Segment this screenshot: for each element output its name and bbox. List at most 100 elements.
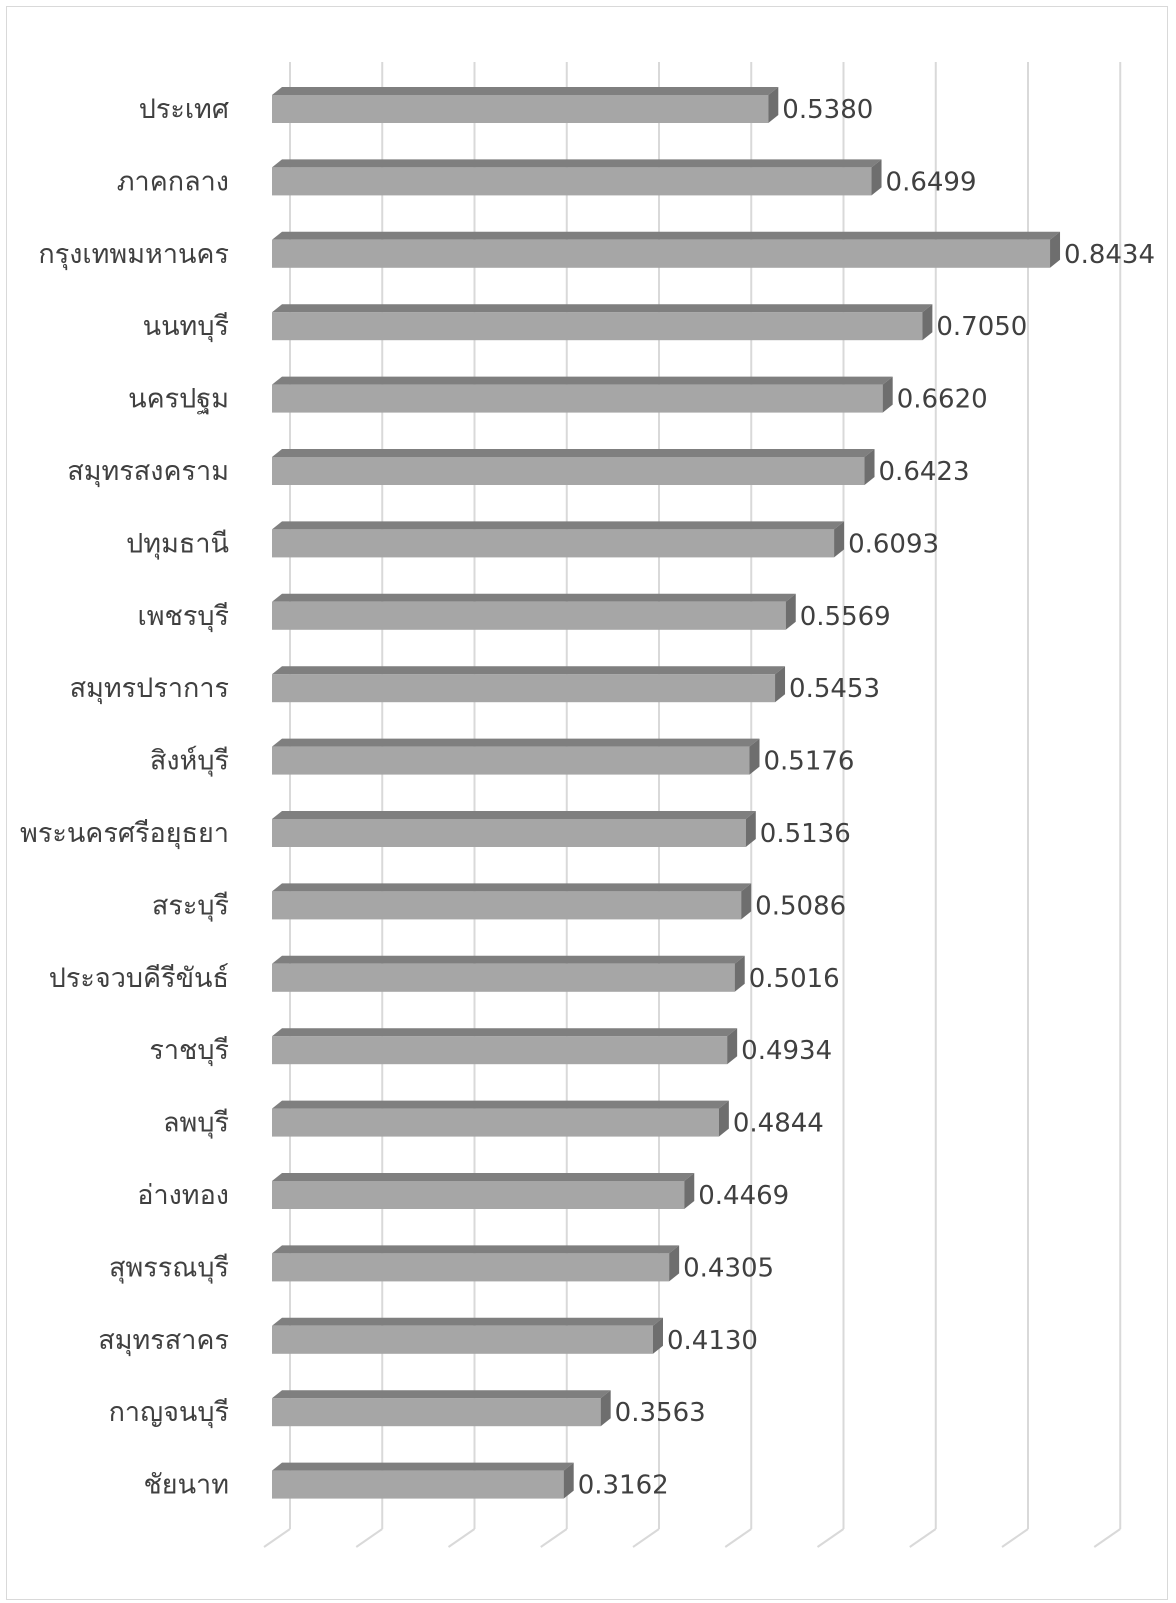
category-label: นครปฐม (128, 384, 229, 415)
category-label: ชัยนาท (143, 1470, 229, 1501)
bar-row: ราชบุรี 0.4934 (149, 1028, 832, 1067)
bar-side (864, 449, 875, 485)
gridline (1093, 62, 1122, 1548)
value-label: 0.5176 (763, 747, 854, 777)
bar-row: สุพรรณบุรี 0.4305 (109, 1245, 774, 1284)
bar-row: สมุทรสงคราม 0.6423 (67, 449, 970, 488)
gridline-floor (355, 1528, 383, 1548)
bar (272, 167, 872, 196)
bar-row: สิงห์บุรี 0.5176 (150, 738, 854, 778)
value-label: 0.4934 (741, 1036, 832, 1066)
bar (272, 819, 746, 847)
gridline-floor (263, 1528, 291, 1548)
category-label: เพชรบุรี (138, 601, 230, 633)
bar (272, 1036, 728, 1065)
gridline-floor (447, 1528, 476, 1548)
bar (272, 1398, 601, 1427)
bar-top (272, 449, 875, 457)
gridline-floor (816, 1528, 845, 1548)
bar-top (272, 1317, 663, 1326)
value-label: 0.6499 (886, 167, 977, 197)
category-label: สมุทรสงคราม (67, 456, 229, 488)
bar-side (768, 87, 779, 123)
value-label: 0.4844 (733, 1109, 824, 1139)
category-label: ประเทศ (139, 94, 229, 125)
bar-row: นนทบุรี 0.7050 (143, 304, 1027, 343)
bar (272, 1108, 719, 1137)
bar-top (272, 666, 786, 675)
category-label: สุพรรณบุรี (109, 1252, 229, 1284)
value-label: 0.4130 (667, 1326, 758, 1356)
bar-side (600, 1390, 611, 1427)
chart-frame: ประเทศ 0.5380 ภาคกลาง 0.6499 กรุงเทพมหานคร 0.… (6, 6, 1168, 1600)
gridline-floor (540, 1528, 568, 1548)
bar-top (272, 593, 796, 602)
bar-row: เพชรบุรี 0.5569 (138, 593, 891, 633)
bar-side (727, 1028, 738, 1065)
bar-row: ปทุมธานี 0.6093 (126, 521, 939, 560)
category-label: สมุทรสาคร (98, 1325, 229, 1357)
bar-top (272, 376, 893, 385)
value-label: 0.5380 (782, 95, 873, 125)
gridline-floor (632, 1528, 660, 1548)
bar-top (272, 738, 760, 747)
bar (272, 239, 1051, 268)
bar-side (563, 1462, 574, 1499)
category-label: นนทบุรี (143, 311, 229, 343)
bar-row: ประเทศ 0.5380 (139, 87, 873, 125)
bar (272, 1470, 564, 1499)
category-label: กรุงเทพมหานคร (38, 239, 229, 271)
gridline (909, 62, 937, 1548)
value-label: 0.5453 (789, 674, 880, 704)
bar-side (718, 1100, 729, 1137)
bar-row: สระบุรี 0.5086 (152, 883, 846, 922)
bar-side (652, 1317, 663, 1354)
bar-top (272, 883, 752, 892)
bar-row: นครปฐม 0.6620 (128, 376, 988, 415)
category-label: สมุทรปราการ (70, 673, 229, 705)
bar-top (272, 955, 745, 964)
bar-row: อ่างทอง 0.4469 (137, 1173, 789, 1211)
category-label: อ่างทอง (137, 1180, 229, 1211)
value-label: 0.4305 (683, 1253, 774, 1283)
gridline (1001, 62, 1029, 1548)
bar (272, 891, 742, 920)
bar-row: ประจวบคีรีขันธ์ 0.5016 (49, 955, 840, 994)
value-label: 0.3563 (615, 1398, 706, 1428)
bar (272, 1325, 653, 1354)
gridline (816, 62, 845, 1548)
value-label: 0.6423 (879, 457, 970, 487)
bar-side (669, 1245, 680, 1282)
bar (272, 529, 835, 558)
bar-row: สมุทรปราการ 0.5453 (70, 666, 880, 705)
bar-side (745, 811, 756, 847)
gridline-floor (724, 1528, 752, 1548)
bar-side (741, 883, 752, 920)
gridline-floor (1001, 1528, 1029, 1548)
gridline (724, 62, 753, 1548)
value-label: 0.6620 (897, 385, 988, 415)
category-label: ลพบุรี (163, 1108, 229, 1140)
value-label: 0.7050 (936, 312, 1027, 342)
bar-row: ชัยนาท 0.3162 (143, 1462, 669, 1501)
bar-row: ภาคกลาง 0.6499 (117, 159, 977, 197)
value-label: 0.5016 (749, 964, 840, 994)
bar (272, 746, 750, 775)
category-label: สิงห์บุรี (150, 745, 229, 778)
bar (272, 457, 865, 485)
gridline-floor (909, 1528, 937, 1548)
bar (272, 601, 786, 630)
category-label: ประจวบคีรีขันธ์ (49, 962, 229, 994)
value-label: 0.3162 (578, 1471, 669, 1501)
bar-top (272, 231, 1061, 240)
bar-top (272, 521, 845, 530)
bar-side (734, 955, 745, 992)
bar (272, 95, 769, 123)
value-label: 0.4469 (698, 1181, 789, 1211)
category-label: ภาคกลาง (117, 166, 229, 197)
value-label: 0.5086 (755, 891, 846, 921)
category-label: กาญจนบุรี (109, 1397, 229, 1429)
bar-top (272, 1100, 729, 1109)
bar-side (871, 159, 882, 196)
bar-top (272, 87, 779, 95)
